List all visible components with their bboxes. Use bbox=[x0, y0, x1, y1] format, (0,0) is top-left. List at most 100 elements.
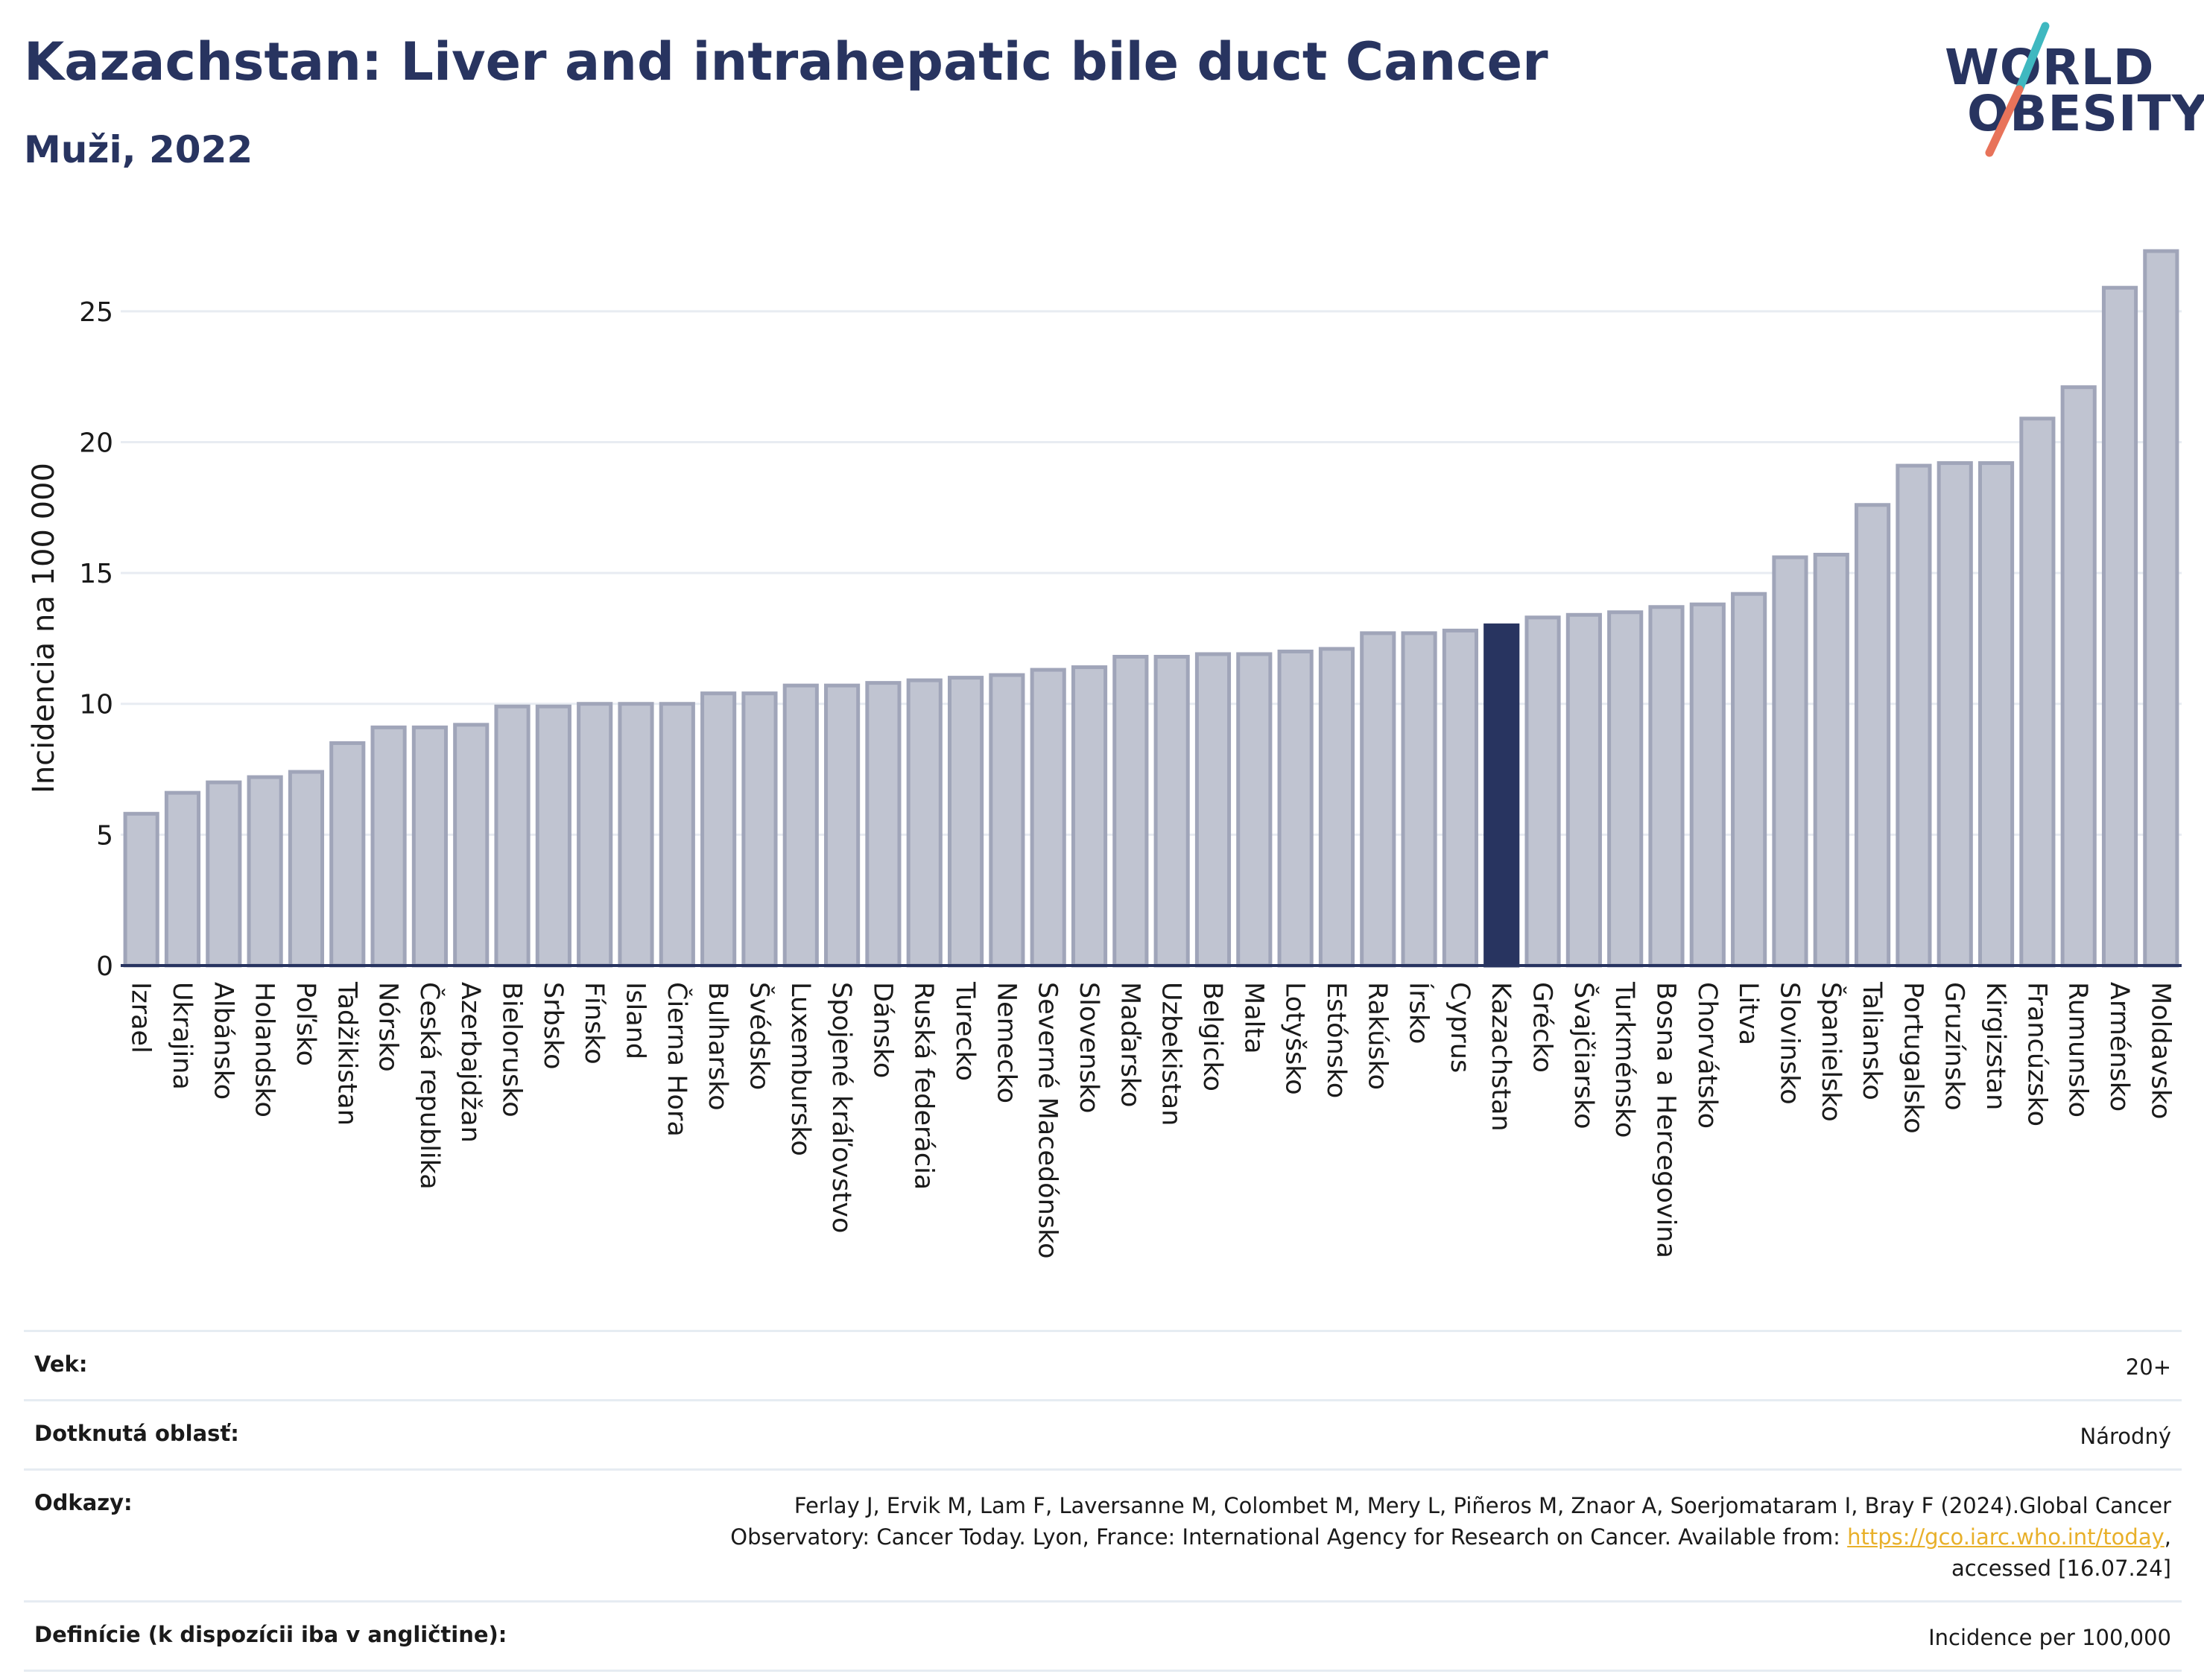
x-tick-label: Čierna Hora bbox=[662, 982, 693, 1137]
x-tick-label: Island bbox=[621, 982, 650, 1059]
bar-turkménsko bbox=[1607, 610, 1644, 968]
x-tick-label: Estónsko bbox=[1321, 982, 1351, 1098]
bar-írsko bbox=[1401, 631, 1437, 968]
references-line-2: Observatory: Cancer Today. Lyon, France:… bbox=[730, 1524, 1848, 1550]
definitions-value: Incidence per 100,000 bbox=[1928, 1625, 2171, 1650]
bar-srbsko bbox=[535, 704, 571, 968]
bar-kirgizstan bbox=[1977, 461, 2015, 968]
bar-fínsko bbox=[577, 702, 613, 968]
y-axis-ticks: 0 5 10 15 20 25 bbox=[79, 297, 113, 982]
chart-subtitle: Muži, 2022 bbox=[24, 128, 253, 171]
x-tick-label: Bulharsko bbox=[703, 982, 732, 1111]
area-label: Dotknutá oblasť: bbox=[34, 1421, 239, 1446]
bar-albánsko bbox=[206, 780, 242, 968]
bar-kazachstan bbox=[1483, 623, 1520, 968]
x-tick-label: Chorvátsko bbox=[1692, 982, 1722, 1129]
x-tick-label: Maďarsko bbox=[1115, 982, 1144, 1107]
x-tick-label: Turkménsko bbox=[1609, 981, 1639, 1138]
bar-island bbox=[618, 702, 654, 968]
x-tick-label: Severné Macedónsko bbox=[1033, 982, 1063, 1259]
bar-taliansko bbox=[1855, 503, 1891, 968]
x-tick-label: Azerbajdžan bbox=[455, 982, 485, 1143]
bar-lotyšsko bbox=[1277, 649, 1314, 968]
x-tick-label: Litva bbox=[1733, 982, 1763, 1045]
x-tick-label: Belgicko bbox=[1197, 982, 1227, 1091]
bar-ukrajina bbox=[164, 790, 201, 968]
bar-slovensko bbox=[1071, 665, 1108, 968]
bar-holandsko bbox=[247, 775, 283, 968]
y-tick-label: 0 bbox=[96, 951, 113, 982]
bar-uzbekistan bbox=[1153, 654, 1190, 968]
x-tick-label: Ukrajina bbox=[167, 982, 197, 1090]
bar-švédsko bbox=[741, 691, 778, 968]
bar-rakúsko bbox=[1360, 631, 1396, 968]
bar-luxembursko bbox=[782, 683, 819, 968]
references-line-3: accessed [16.07.24] bbox=[1951, 1556, 2171, 1581]
chart-title: Kazachstan: Liver and intrahepatic bile … bbox=[24, 31, 1548, 92]
logo-slash-icon bbox=[1985, 22, 2050, 157]
x-tick-label: Dánsko bbox=[867, 982, 897, 1078]
bar-dánsko bbox=[865, 681, 902, 968]
bar-slovinsko bbox=[1772, 555, 1808, 968]
x-tick-label: Spojené kráľovstvo bbox=[826, 982, 856, 1233]
world-obesity-logo: WORLD OBESITY bbox=[1945, 15, 2204, 164]
bar-čierna-hora bbox=[659, 702, 695, 968]
bar-grécko bbox=[1524, 615, 1561, 968]
x-tick-label: Slovinsko bbox=[1774, 982, 1804, 1105]
x-axis-labels: Izrael Ukrajina Albánsko Holandsko Poľsko Tad… bbox=[126, 981, 2176, 1259]
bar-malta bbox=[1236, 652, 1273, 968]
bar-ruská-federácia bbox=[906, 678, 943, 968]
x-tick-label: Taliansko bbox=[1857, 981, 1887, 1100]
y-tick-label: 10 bbox=[79, 690, 113, 720]
bar-arménsko bbox=[2101, 285, 2138, 968]
bar-španielsko bbox=[1813, 553, 1849, 968]
y-tick-label: 25 bbox=[79, 297, 113, 328]
definitions-label: Definície (k dispozícii iba v angličtine… bbox=[34, 1622, 507, 1647]
x-tick-label: Bosna a Hercegovina bbox=[1651, 982, 1681, 1258]
bar-moldavsko bbox=[2143, 249, 2179, 968]
bar-cyprus bbox=[1442, 628, 1478, 968]
bar-rumunsko bbox=[2060, 385, 2097, 968]
x-tick-label: Uzbekistan bbox=[1156, 982, 1186, 1126]
x-tick-label: Nemecko bbox=[991, 982, 1021, 1103]
x-tick-label: Poľsko bbox=[291, 982, 320, 1066]
x-tick-label: Malta bbox=[1238, 982, 1268, 1054]
x-tick-label: Holandsko bbox=[250, 982, 279, 1118]
bar-chart: 0 5 10 15 20 25 Izrael Ukrajina Albánsko Holands… bbox=[27, 249, 2182, 1259]
x-tick-label: Rumunsko bbox=[2063, 982, 2093, 1118]
references-label: Odkazy: bbox=[34, 1490, 133, 1515]
x-tick-label: Tadžikistan bbox=[332, 981, 361, 1126]
references-link[interactable]: https://gco.iarc.who.int/today bbox=[1847, 1524, 2165, 1550]
x-tick-label: Česká republika bbox=[414, 982, 446, 1190]
x-tick-label: Izrael bbox=[126, 982, 156, 1053]
metadata-table: Vek: 20+ Dotknutá oblasť: Národný Odkazy… bbox=[24, 1330, 2182, 1672]
bar-bulharsko bbox=[700, 691, 737, 968]
x-tick-label: Lotyšsko bbox=[1280, 982, 1310, 1095]
references-value: Ferlay J, Ervik M, Lam F, Laversanne M, … bbox=[730, 1490, 2171, 1584]
meta-row-area: Dotknutá oblasť: Národný bbox=[24, 1399, 2182, 1468]
bar-maďarsko bbox=[1112, 654, 1149, 968]
x-tick-label: Bielorusko bbox=[497, 982, 527, 1118]
y-tick-label: 20 bbox=[79, 428, 113, 458]
references-line-1: Ferlay J, Ervik M, Lam F, Laversanne M, … bbox=[794, 1493, 2171, 1518]
bar-gruzínsko bbox=[1937, 461, 1973, 968]
y-tick-label: 5 bbox=[96, 820, 113, 851]
x-tick-label: Francúzsko bbox=[2021, 982, 2051, 1126]
bar-spojené-kráľovstvo bbox=[824, 683, 861, 968]
age-value: 20+ bbox=[2125, 1354, 2171, 1380]
x-tick-label: Fínsko bbox=[579, 982, 609, 1065]
logo-word-world: WORLD bbox=[1945, 39, 2155, 96]
y-tick-label: 15 bbox=[79, 559, 113, 589]
bar-tadžikistan bbox=[329, 741, 366, 968]
x-tick-label: Portugalsko bbox=[1898, 982, 1928, 1134]
x-tick-label: Švajčiarsko bbox=[1568, 982, 1600, 1129]
meta-row-age: Vek: 20+ bbox=[24, 1330, 2182, 1399]
age-label: Vek: bbox=[34, 1351, 88, 1377]
bar-azerbajdžan bbox=[453, 723, 490, 968]
x-tick-label: Cyprus bbox=[1445, 982, 1475, 1073]
x-tick-label: Moldavsko bbox=[2145, 982, 2175, 1119]
bar-chorvátsko bbox=[1689, 602, 1726, 968]
y-axis-label: Incidencia na 100 000 bbox=[27, 463, 61, 793]
bar-nemecko bbox=[989, 673, 1025, 968]
bar-švajčiarsko bbox=[1565, 612, 1602, 968]
